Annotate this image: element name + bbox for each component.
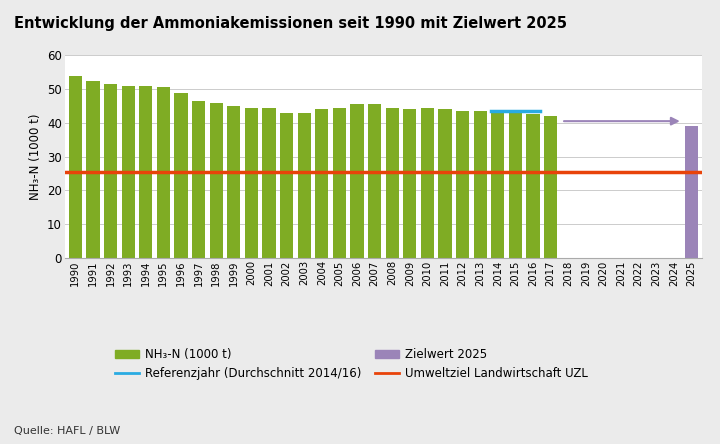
Bar — [210, 103, 222, 258]
Bar — [122, 86, 135, 258]
Bar — [509, 111, 522, 258]
Bar — [86, 81, 99, 258]
Bar — [474, 111, 487, 258]
Y-axis label: NH₃-N (1000 t): NH₃-N (1000 t) — [29, 113, 42, 200]
Bar — [438, 109, 451, 258]
Bar — [192, 101, 205, 258]
Bar — [315, 109, 328, 258]
Bar — [280, 113, 293, 258]
Bar — [403, 109, 416, 258]
Bar — [544, 116, 557, 258]
Bar — [297, 113, 311, 258]
Bar — [420, 108, 434, 258]
Bar — [351, 104, 364, 258]
Bar — [174, 92, 188, 258]
Bar — [104, 84, 117, 258]
Bar — [69, 76, 82, 258]
Text: Quelle: HAFL / BLW: Quelle: HAFL / BLW — [14, 426, 121, 436]
Bar — [685, 126, 698, 258]
Bar — [368, 104, 381, 258]
Bar — [245, 108, 258, 258]
Bar — [262, 108, 276, 258]
Legend: NH₃-N (1000 t), Referenzjahr (Durchschnitt 2014/16), Zielwert 2025, Umweltziel L: NH₃-N (1000 t), Referenzjahr (Durchschni… — [115, 348, 588, 380]
Bar — [526, 115, 539, 258]
Text: Entwicklung der Ammoniakemissionen seit 1990 mit Zielwert 2025: Entwicklung der Ammoniakemissionen seit … — [14, 16, 567, 31]
Bar — [491, 111, 505, 258]
Bar — [157, 87, 170, 258]
Bar — [139, 87, 153, 258]
Bar — [333, 108, 346, 258]
Bar — [228, 106, 240, 258]
Bar — [456, 111, 469, 258]
Bar — [386, 108, 399, 258]
